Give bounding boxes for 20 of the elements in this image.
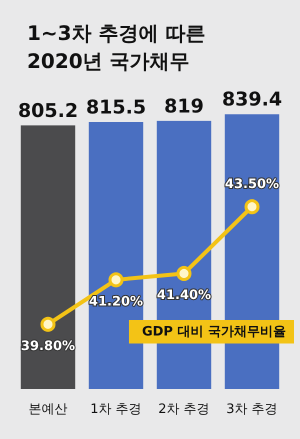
x-tick-label: 2차 추경 bbox=[158, 402, 210, 417]
x-tick-label: 1차 추경 bbox=[90, 402, 142, 417]
data-label: 41.20% bbox=[88, 294, 144, 310]
text: GDP 대비 국가채무비율 bbox=[142, 324, 286, 340]
x-tick-label: 본예산 bbox=[28, 402, 68, 417]
x-tick-label: 3차 추경 bbox=[226, 402, 278, 417]
data-label: 815.5 bbox=[86, 96, 146, 119]
point bbox=[244, 199, 260, 214]
point bbox=[108, 272, 124, 288]
data-label: 839.4 bbox=[222, 88, 282, 111]
point bbox=[176, 266, 192, 281]
data-label: 39.80% bbox=[20, 338, 76, 354]
data-label: 43.50% bbox=[224, 177, 280, 192]
data-label: 41.40% bbox=[156, 288, 212, 303]
data-label: 819 bbox=[164, 95, 204, 118]
bar bbox=[88, 122, 144, 389]
chart-title: 1~3차 추경에 따른 2020년 국가채무 bbox=[27, 21, 206, 73]
bar bbox=[20, 125, 76, 389]
point bbox=[40, 316, 56, 332]
data-label: 805.2 bbox=[18, 100, 78, 122]
